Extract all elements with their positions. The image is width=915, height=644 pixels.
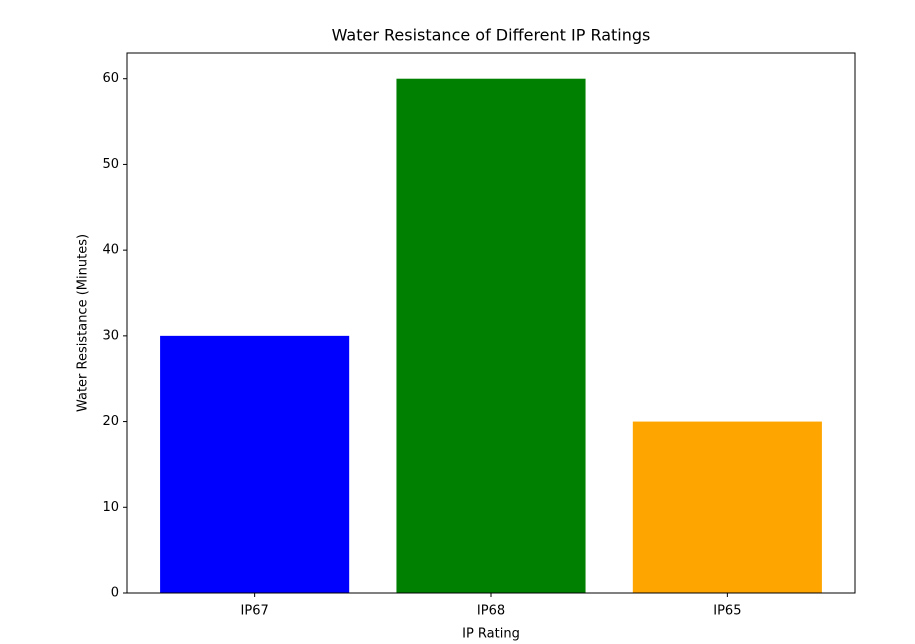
plot-frame — [126, 52, 856, 594]
y-tick-label: 10 — [102, 500, 119, 515]
y-tick-label: 30 — [102, 328, 119, 343]
chart-title: Water Resistance of Different IP Ratings — [332, 26, 651, 45]
bar — [632, 421, 822, 593]
y-axis-label: Water Resistance (Minutes) — [76, 234, 91, 412]
bar — [396, 78, 586, 593]
y-tick-label: 0 — [111, 586, 119, 601]
bar — [160, 335, 350, 593]
x-tick-label: IP67 — [241, 604, 269, 619]
y-tick-label: 60 — [102, 71, 119, 86]
x-axis-label: IP Rating — [462, 627, 520, 642]
y-tick-label: 50 — [102, 157, 119, 172]
x-tick-label: IP68 — [477, 604, 505, 619]
y-tick-label: 40 — [102, 243, 119, 258]
x-tick-label: IP65 — [713, 604, 741, 619]
y-tick-label: 20 — [102, 414, 119, 429]
